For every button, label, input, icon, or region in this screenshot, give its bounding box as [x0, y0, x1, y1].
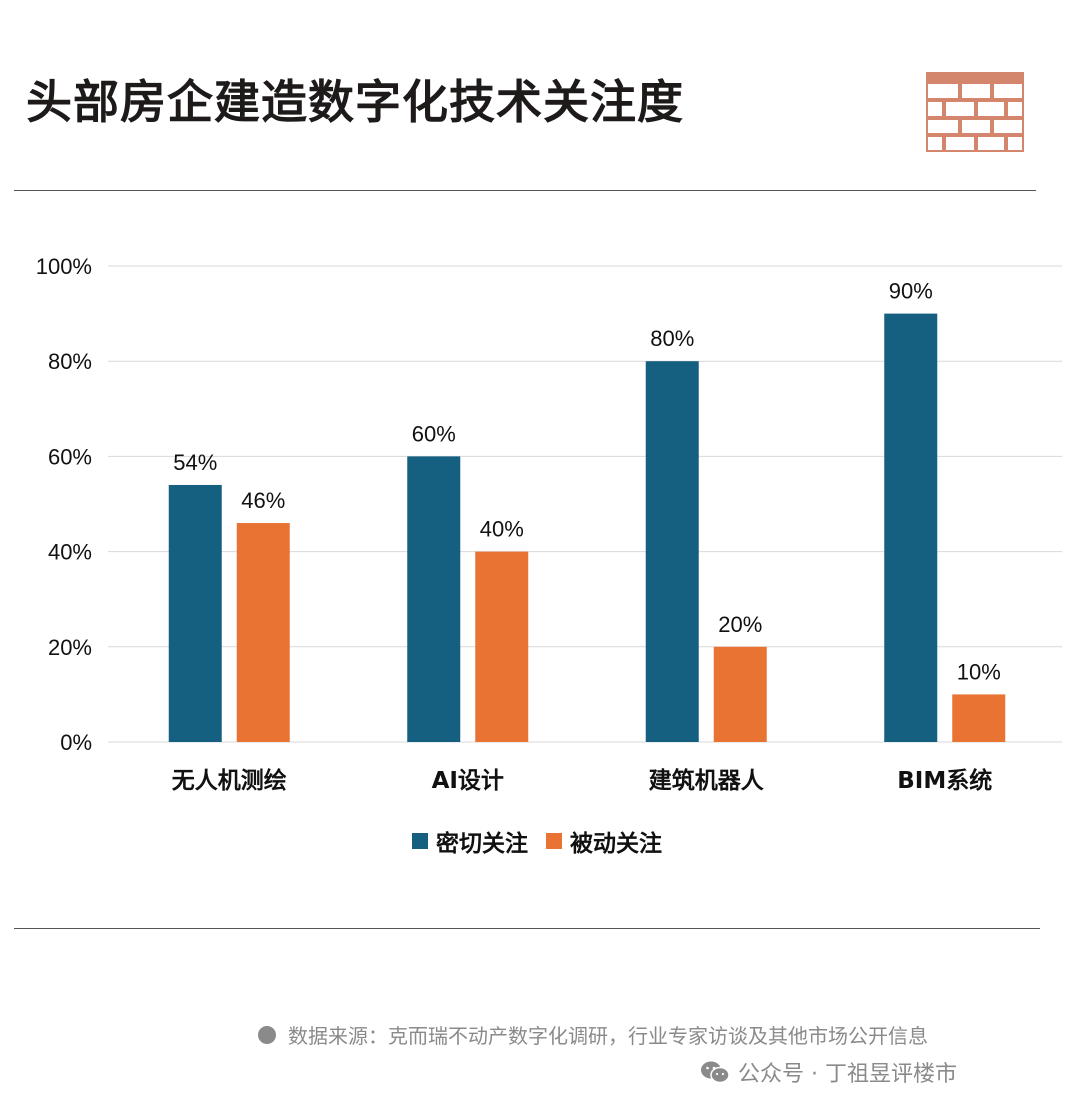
source-text: 数据来源：克而瑞不动产数字化调研，行业专家访谈及其他市场公开信息: [288, 1024, 928, 1048]
x-category-label: AI设计: [432, 768, 504, 794]
y-tick-label: 20%: [48, 635, 92, 660]
y-tick-label: 0%: [60, 730, 92, 755]
x-category-label: 建筑机器人: [649, 767, 765, 794]
x-category-label: BIM系统: [897, 767, 992, 794]
bar: [168, 484, 222, 742]
bar: [407, 456, 461, 742]
data-label: 60%: [412, 421, 456, 446]
bar-chart: 0% 20% 40% 60% 80% 100% 54% 46% 无人机测绘 60% 40% AI设计 8…: [36, 254, 1062, 794]
data-label: 10%: [957, 659, 1001, 684]
bar: [884, 313, 938, 742]
x-category-label: 无人机测绘: [172, 767, 287, 794]
legend-label-series2: 被动关注: [570, 831, 662, 857]
bar: [713, 646, 767, 742]
footer-divider: [14, 928, 1040, 929]
data-label: 20%: [718, 612, 762, 637]
y-tick-label: 40%: [48, 540, 92, 565]
bar: [236, 523, 290, 742]
brick-logo-icon: [926, 72, 1024, 152]
legend-item-series2: 被动关注: [546, 824, 662, 858]
legend-swatch-series1: [412, 833, 428, 849]
bar: [475, 551, 529, 742]
legend-swatch-series2: [546, 833, 562, 849]
bar: [645, 361, 699, 742]
data-label: 40%: [480, 517, 524, 542]
data-label: 46%: [241, 488, 285, 513]
page-title: 头部房企建造数字化技术关注度: [26, 75, 684, 129]
account-text: 公众号 · 丁祖昱评楼市: [738, 1062, 957, 1087]
y-tick-label: 100%: [36, 254, 92, 279]
y-tick-label: 60%: [48, 444, 92, 469]
wechat-icon: [701, 1061, 730, 1084]
source-note: 数据来源：克而瑞不动产数字化调研，行业专家访谈及其他市场公开信息: [258, 1020, 928, 1049]
bullet-icon: [258, 1025, 276, 1044]
legend: 密切关注 被动关注: [412, 824, 670, 858]
data-label: 54%: [173, 450, 217, 475]
legend-label-series1: 密切关注: [436, 831, 528, 857]
bar: [952, 694, 1006, 742]
data-label: 80%: [650, 326, 694, 351]
data-label: 90%: [889, 279, 933, 304]
y-tick-label: 80%: [48, 349, 92, 374]
header-divider: [14, 190, 1036, 191]
legend-item-series1: 密切关注: [412, 824, 528, 858]
account-credit: 公众号 · 丁祖昱评楼市: [700, 1056, 957, 1088]
